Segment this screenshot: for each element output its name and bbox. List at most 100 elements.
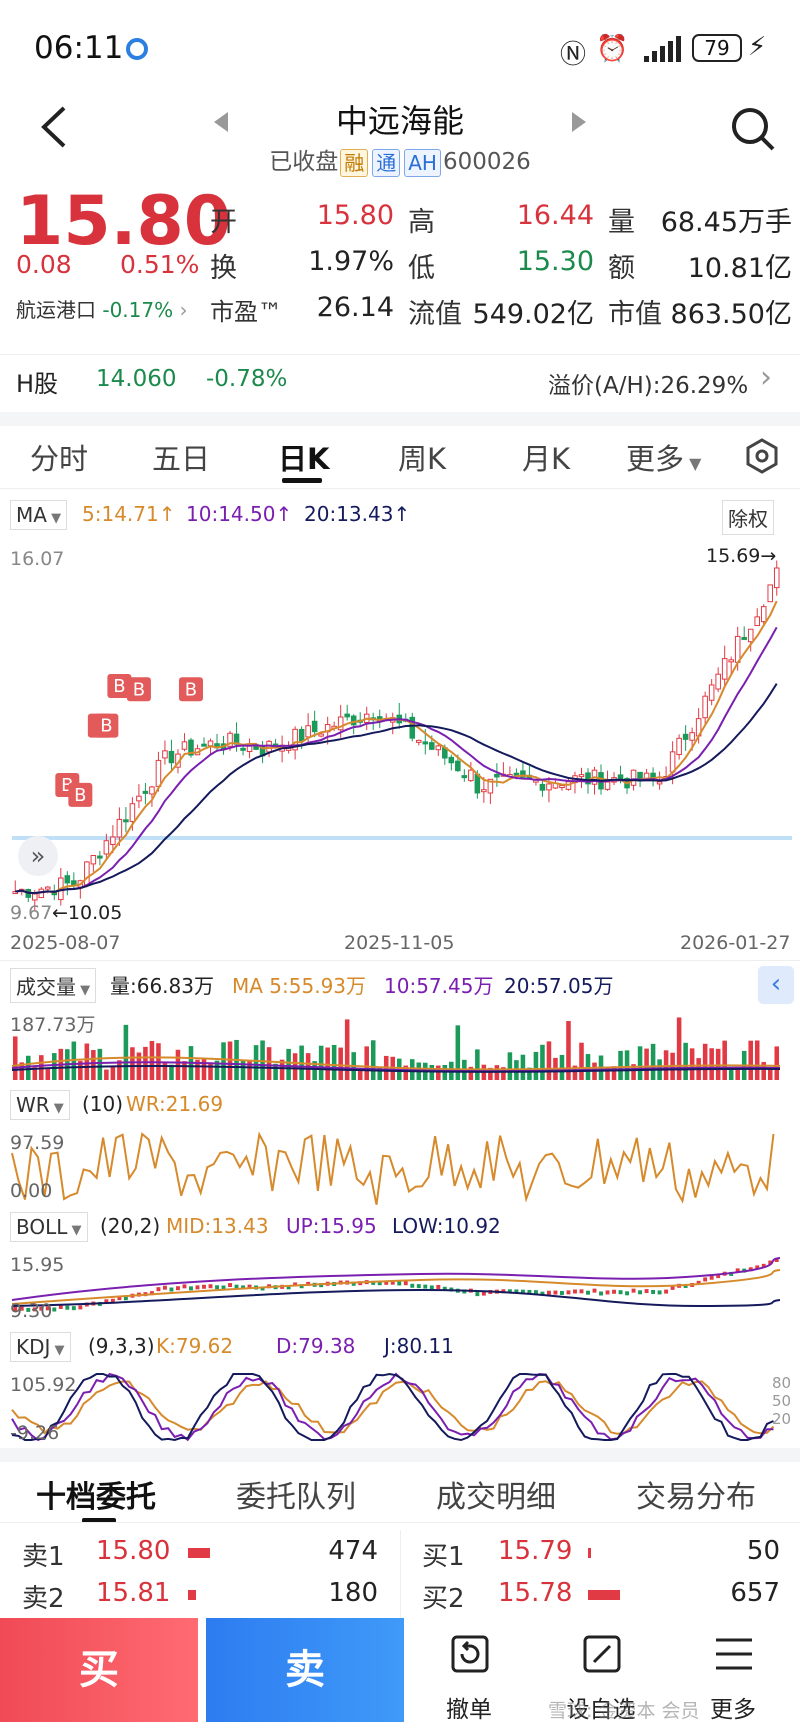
candle-body	[409, 716, 416, 739]
adjust-button[interactable]: 除权	[722, 500, 774, 535]
amount-value: 10.81亿	[687, 253, 792, 284]
boll-candle	[156, 1287, 161, 1292]
tab-ten-level[interactable]: 十档委托	[36, 1480, 156, 1515]
volume-bar	[84, 1043, 90, 1080]
ma10-line	[15, 626, 778, 895]
candle-body	[773, 567, 780, 589]
turnover-value: 1.97%	[308, 246, 394, 277]
candle-body	[136, 795, 142, 802]
candle-body	[708, 684, 715, 701]
boll-candle	[748, 1267, 753, 1272]
buy-marker	[126, 677, 151, 702]
boll-candle	[429, 1285, 434, 1290]
caret-down-icon: ▼	[684, 454, 702, 473]
candle-body	[181, 741, 188, 750]
candle-body	[84, 861, 90, 886]
volume-bar	[331, 1044, 337, 1080]
volume-bar	[32, 1067, 38, 1080]
kdj-k: K:79.62	[156, 1334, 234, 1358]
volume-bar	[279, 1059, 285, 1080]
boll-candle	[117, 1296, 122, 1301]
ma-selector[interactable]: MA ▼	[10, 500, 68, 530]
tab-trade-distribution[interactable]: 交易分布	[636, 1480, 756, 1515]
date-start: 2025-08-07	[10, 932, 121, 954]
price-change-pct: 0.51%	[120, 250, 200, 279]
kdj-chart	[11, 1372, 775, 1442]
volume-bar	[611, 1066, 617, 1080]
tab-intraday[interactable]: 分时	[30, 442, 89, 476]
charging-icon: ⚡	[748, 32, 767, 62]
add-watchlist-button[interactable]: 设自选	[536, 1618, 666, 1722]
buy2-bar	[588, 1590, 620, 1600]
back-icon[interactable]	[40, 106, 70, 148]
volume-bar	[735, 1067, 740, 1080]
status-bar: 06:11 Ⓝ ⏰ 79 ⚡	[0, 0, 800, 92]
date-end: 2026-01-27	[680, 932, 791, 954]
volume-bar	[377, 1066, 383, 1080]
buy-button[interactable]: 买	[0, 1618, 198, 1722]
candle-body	[676, 737, 682, 756]
sell2-label: 卖2	[22, 1584, 65, 1614]
sell-button[interactable]: 卖	[206, 1618, 404, 1722]
kline-high-label: 16.07	[10, 548, 65, 570]
search-icon[interactable]	[730, 106, 776, 152]
boll-selector[interactable]: BOLL ▼	[10, 1212, 88, 1242]
volume-bar	[130, 1047, 135, 1080]
high-value: 16.44	[516, 200, 594, 231]
collapse-panel-icon[interactable]: ‹	[758, 966, 794, 1004]
volume-bar	[527, 1067, 532, 1080]
volume-bar	[344, 1019, 350, 1080]
volume-ma5: MA 5:55.93万	[232, 974, 367, 998]
candle-body	[344, 713, 350, 718]
tab-trade-detail[interactable]: 成交明细	[436, 1480, 556, 1515]
prev-stock-icon[interactable]	[214, 112, 228, 132]
next-stock-icon[interactable]	[572, 112, 586, 132]
boll-candle	[32, 1307, 37, 1312]
boll-candle	[612, 1289, 616, 1294]
signal-icon	[644, 36, 681, 62]
candle-body	[494, 773, 500, 778]
alarm-icon: ⏰	[596, 34, 629, 64]
volume-bar	[162, 1063, 168, 1080]
last-price: 15.80	[16, 182, 232, 261]
volume-selector[interactable]: 成交量 ▼	[10, 968, 97, 1003]
boll-candle	[162, 1285, 167, 1290]
tab-daily-k[interactable]: 日K	[278, 442, 330, 476]
more-button[interactable]: 更多	[668, 1618, 798, 1722]
volume-bar	[247, 1060, 252, 1080]
wr-selector[interactable]: WR ▼	[10, 1090, 70, 1120]
volume-bar	[357, 1068, 363, 1080]
candle-body	[669, 751, 676, 773]
caret-down-icon: ▼	[50, 1343, 65, 1358]
tab-weekly-k[interactable]: 周K	[398, 442, 447, 476]
sector-link[interactable]: 航运港口 -0.17% ›	[16, 294, 187, 323]
tab-monthly-k[interactable]: 月K	[522, 442, 571, 476]
boll-mid: MID:13.43	[166, 1214, 269, 1238]
buy1-qty: 50	[746, 1536, 780, 1566]
kline-chart[interactable]: BBBBBBB	[0, 538, 800, 958]
h-share-row[interactable]: H股 14.060 -0.78% 溢价(A/H):26.29% ›	[0, 356, 800, 412]
kdj-d: D:79.38	[276, 1334, 356, 1358]
volume-bar	[182, 1061, 187, 1080]
candle-body	[461, 775, 468, 779]
kdj-max-label: 105.92	[10, 1374, 77, 1396]
expand-icon[interactable]: »	[18, 836, 58, 876]
cancel-order-button[interactable]: 撤单	[404, 1618, 534, 1722]
volume-value: 68.45万手	[660, 207, 792, 238]
kdj-d-line	[11, 1372, 774, 1442]
boll-bottom-label: 9.30	[10, 1300, 53, 1322]
boll-candle	[247, 1284, 252, 1289]
boll-candle	[52, 1307, 57, 1312]
tab-more[interactable]: 更多 ▼	[626, 436, 701, 478]
volume-bar	[572, 1065, 578, 1080]
volume-bar	[689, 1048, 695, 1080]
kdj-selector[interactable]: KDJ ▼	[10, 1332, 71, 1362]
boll-params: (20,2)	[100, 1214, 161, 1238]
boll-candle	[208, 1284, 213, 1289]
tab-five-day[interactable]: 五日	[152, 442, 211, 476]
volume-bar	[266, 1047, 272, 1080]
tab-order-queue[interactable]: 委托队列	[236, 1480, 356, 1515]
volume-bar	[175, 1049, 181, 1080]
chart-settings-icon[interactable]	[744, 438, 780, 474]
candle-body	[715, 673, 721, 690]
